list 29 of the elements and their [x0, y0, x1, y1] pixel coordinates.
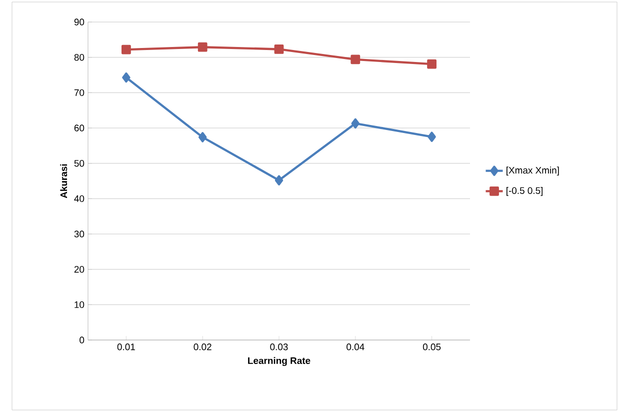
point: [428, 132, 436, 142]
y-tick-label: 20: [74, 266, 84, 273]
point: [351, 118, 360, 129]
y-tick-label: 30: [74, 230, 84, 238]
x-tick-label: 0.05: [422, 344, 441, 350]
x-tick-label: 0.03: [270, 344, 288, 350]
point: [198, 42, 208, 52]
point: [274, 175, 284, 186]
legend-label: [-0.5 0.5]: [506, 186, 543, 196]
y-tick-label: 90: [74, 18, 84, 26]
x-tick-label: 0.02: [194, 344, 212, 350]
point: [427, 59, 436, 69]
x-tick-label: 0.04: [346, 344, 364, 350]
x-axis-title: Learning Rate: [248, 357, 310, 366]
y-axis-title: Akurasi: [60, 164, 68, 198]
point: [274, 44, 284, 54]
y-tick-label: 10: [74, 301, 84, 308]
y-tick-label: 0: [80, 336, 84, 344]
point: [122, 44, 131, 54]
point: [122, 72, 130, 83]
legend-label: [Xmax Xmin]: [506, 166, 559, 176]
y-tick-label: 70: [74, 89, 84, 96]
point: [198, 132, 207, 142]
x-tick-label: 0.01: [117, 344, 135, 350]
y-tick-label: 80: [74, 54, 84, 61]
y-tick-label: 50: [74, 160, 84, 167]
point: [350, 54, 360, 64]
y-tick-label: 40: [74, 195, 84, 202]
y-tick-label: 60: [74, 124, 84, 132]
